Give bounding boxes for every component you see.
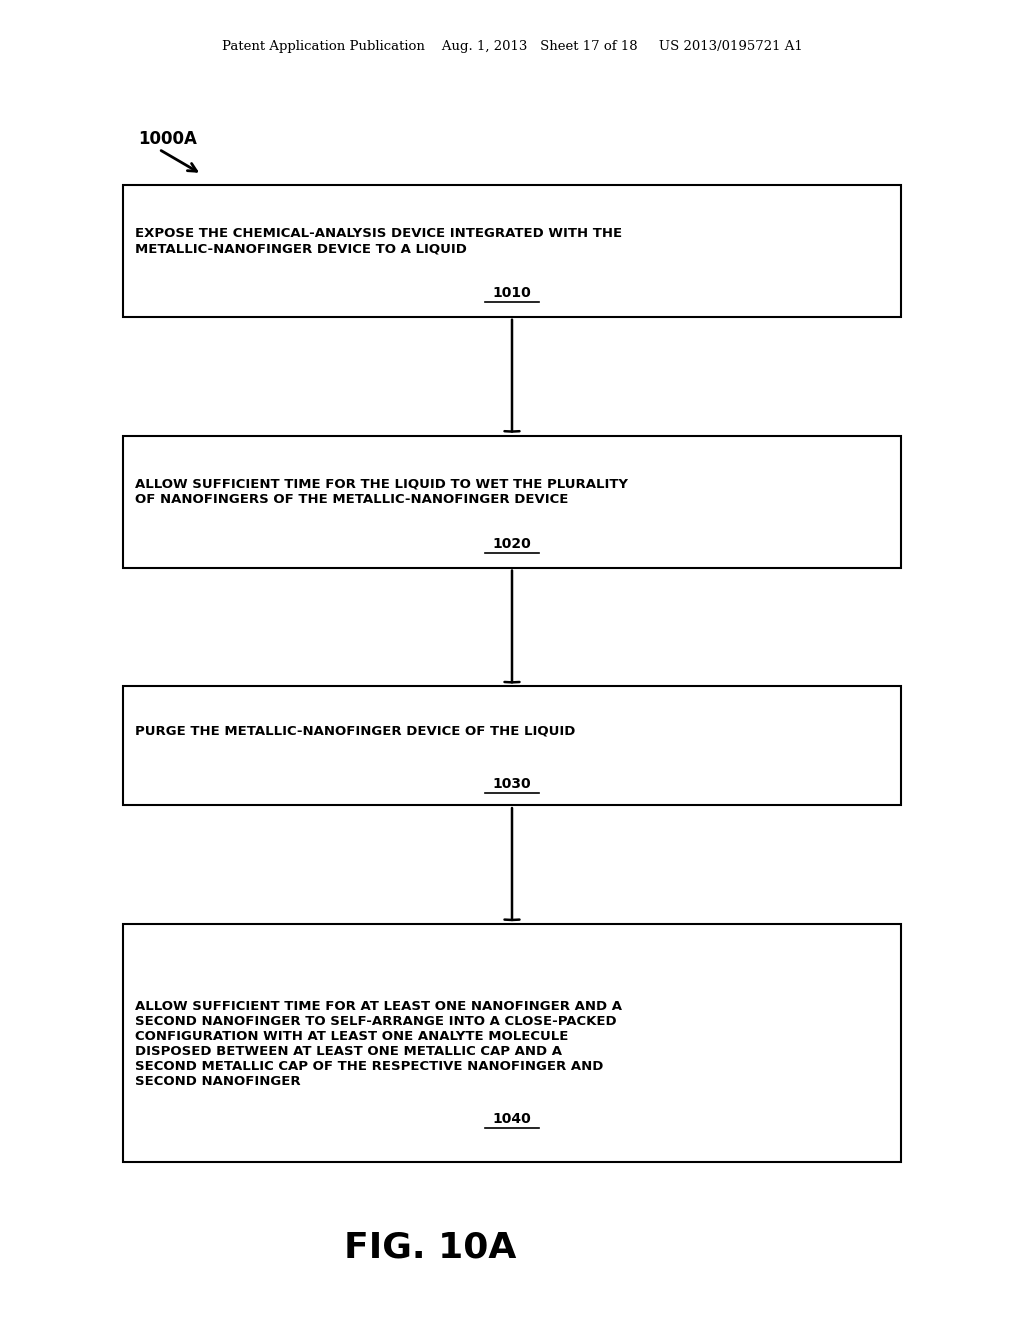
Text: 1030: 1030 <box>493 776 531 791</box>
Text: FIG. 10A: FIG. 10A <box>344 1230 516 1265</box>
Text: 1000A: 1000A <box>138 129 197 148</box>
Text: PURGE THE METALLIC-NANOFINGER DEVICE OF THE LIQUID: PURGE THE METALLIC-NANOFINGER DEVICE OF … <box>135 725 575 738</box>
FancyBboxPatch shape <box>123 185 901 317</box>
FancyBboxPatch shape <box>123 686 901 805</box>
Text: EXPOSE THE CHEMICAL-ANALYSIS DEVICE INTEGRATED WITH THE
METALLIC-NANOFINGER DEVI: EXPOSE THE CHEMICAL-ANALYSIS DEVICE INTE… <box>135 227 623 255</box>
Text: ALLOW SUFFICIENT TIME FOR THE LIQUID TO WET THE PLURALITY
OF NANOFINGERS OF THE : ALLOW SUFFICIENT TIME FOR THE LIQUID TO … <box>135 478 628 506</box>
FancyBboxPatch shape <box>123 924 901 1162</box>
FancyBboxPatch shape <box>123 436 901 568</box>
Text: ALLOW SUFFICIENT TIME FOR AT LEAST ONE NANOFINGER AND A
SECOND NANOFINGER TO SEL: ALLOW SUFFICIENT TIME FOR AT LEAST ONE N… <box>135 1001 623 1088</box>
Text: Patent Application Publication    Aug. 1, 2013   Sheet 17 of 18     US 2013/0195: Patent Application Publication Aug. 1, 2… <box>221 40 803 53</box>
Text: 1040: 1040 <box>493 1111 531 1126</box>
Text: 1020: 1020 <box>493 537 531 550</box>
Text: 1010: 1010 <box>493 286 531 300</box>
